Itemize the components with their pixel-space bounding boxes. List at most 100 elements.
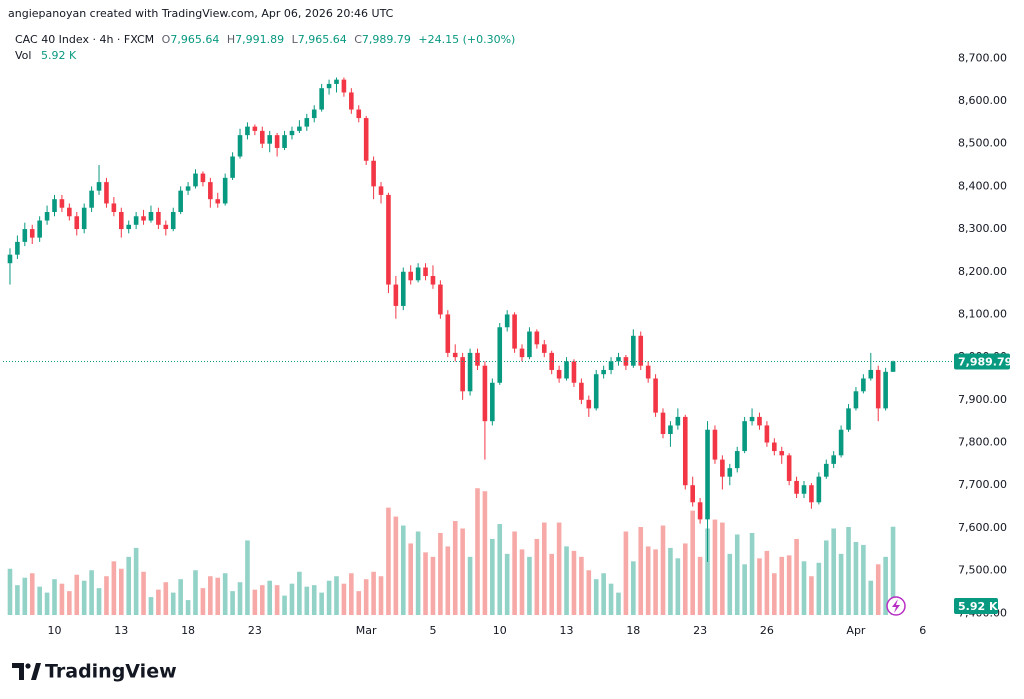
volume-bar [59, 583, 65, 615]
volume-bar [415, 531, 421, 615]
volume-bar [794, 538, 799, 615]
candle-body [527, 331, 532, 358]
brand-logo: TradingView [12, 661, 177, 683]
candle-body [616, 357, 621, 362]
volume-bar [215, 577, 221, 615]
candle-body [720, 459, 725, 477]
volume-bar [846, 527, 851, 615]
candle-body [875, 369, 881, 409]
volume-bar [133, 547, 139, 615]
candle-body [148, 211, 154, 221]
candle-body [163, 224, 169, 230]
volume-bar [44, 592, 50, 615]
x-tick-label: 23 [693, 624, 707, 637]
candle-body [482, 365, 488, 422]
volume-bar [297, 571, 302, 615]
alert-icon[interactable] [886, 596, 906, 616]
candle-body [490, 382, 495, 422]
volume-bar [37, 586, 42, 615]
candle-body [74, 216, 80, 230]
candle-body [15, 241, 20, 255]
candle-body [378, 186, 384, 195]
volume-bar [638, 527, 644, 615]
volume-bar [430, 556, 436, 615]
candle-body [282, 135, 287, 148]
candle-body [541, 344, 547, 353]
candle-body [779, 451, 785, 456]
candle-body [408, 271, 414, 281]
x-tick-label: 23 [248, 624, 262, 637]
candle-body [749, 416, 755, 422]
volume-bar [208, 576, 213, 615]
last-price-badge [954, 353, 1010, 370]
volume-bar [645, 546, 651, 615]
candle-body [868, 369, 874, 379]
candle-body [601, 369, 606, 375]
volume-bar [408, 543, 414, 615]
open-label: O [162, 33, 171, 46]
candle-body [104, 182, 109, 204]
high-label: H [227, 33, 235, 46]
volume-bar [356, 591, 362, 615]
candle-body [467, 352, 473, 392]
volume-bar [267, 580, 273, 615]
volume-bar [593, 579, 599, 615]
volume-bar [586, 570, 592, 615]
candle-body [237, 135, 243, 157]
volume-bar [141, 571, 146, 615]
volume-bar [104, 576, 109, 615]
volume-bar [653, 549, 658, 615]
volume-bar [111, 561, 117, 615]
candle-body [44, 211, 50, 221]
candle-body [156, 211, 161, 225]
volume-bar [868, 580, 874, 615]
low-label: L [292, 33, 299, 46]
y-tick-label: 8,500.00 [958, 137, 1007, 150]
volume-bar [311, 585, 317, 615]
volume-bar [660, 525, 666, 615]
volume-bar [779, 556, 785, 615]
volume-bar [193, 570, 198, 615]
candle-body [67, 207, 72, 217]
volume-bar [438, 532, 443, 615]
candle-body [504, 314, 510, 328]
candle-body [705, 429, 710, 520]
volume-bar [89, 570, 94, 615]
candle-body [764, 425, 770, 443]
volume-bar [178, 579, 183, 615]
candle-body [645, 365, 651, 379]
candle-body [259, 130, 265, 144]
candle-body [297, 126, 302, 131]
volume-bar [200, 588, 206, 615]
volume-bar [875, 564, 881, 615]
candle-body [556, 369, 562, 379]
candle-body [133, 216, 139, 225]
candle-body [823, 463, 829, 477]
candle-body [608, 361, 614, 370]
volume-bar [452, 521, 458, 615]
volume-bar [883, 556, 888, 615]
candle-layer [7, 77, 896, 563]
volume-bar [163, 582, 169, 615]
volume-bar [29, 573, 35, 615]
x-tick-label: 13 [114, 624, 128, 637]
volume-bar [512, 531, 517, 615]
volume-bar [386, 507, 391, 615]
high-value: 7,991.89 [235, 33, 284, 46]
volume-bar [289, 583, 295, 615]
brand-name: TradingView [45, 661, 177, 683]
candle-body [393, 284, 399, 306]
candle-body [52, 199, 57, 212]
volume-bar [126, 556, 132, 615]
volume-bar [230, 591, 235, 615]
candle-body [794, 480, 799, 494]
volume-bar [772, 573, 777, 615]
volume-bar [749, 532, 755, 615]
volume-bar [74, 574, 80, 615]
candle-body [690, 485, 695, 503]
legend-line: CAC 40 Index · 4h · FXCM O7,965.64 H7,99… [15, 33, 515, 46]
volume-bar [326, 580, 332, 615]
volume-bar [823, 540, 829, 615]
volume-bar [170, 592, 176, 615]
candle-body [452, 352, 458, 358]
